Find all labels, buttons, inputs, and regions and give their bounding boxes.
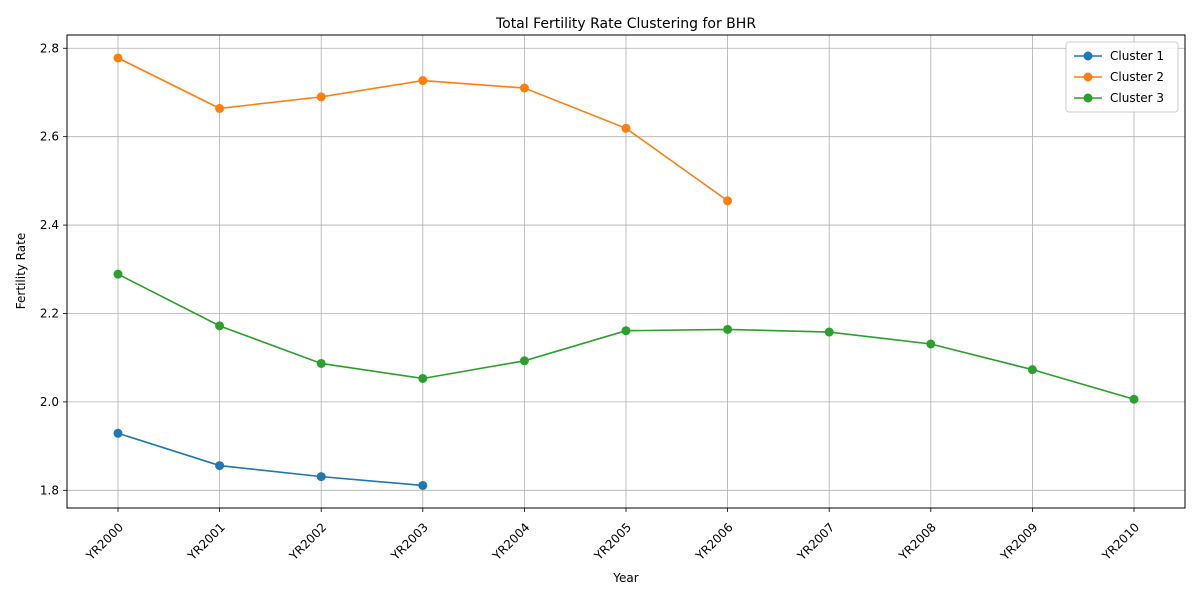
data-point [113, 428, 123, 438]
y-tick-label: 2.2 [40, 306, 59, 320]
legend-label: Cluster 1 [1110, 49, 1164, 63]
data-point [316, 92, 326, 102]
data-point [418, 76, 428, 86]
series-3 [113, 269, 1139, 404]
data-point [215, 103, 225, 113]
legend-marker [1083, 72, 1093, 82]
series-1 [113, 428, 428, 490]
y-tick-label: 1.8 [40, 483, 59, 497]
data-point [113, 53, 123, 63]
y-tick-label: 2.0 [40, 395, 59, 409]
y-tick-label: 2.4 [40, 218, 59, 232]
legend-item: Cluster 2 [1074, 70, 1164, 84]
data-point [418, 480, 428, 490]
legend-box [1065, 41, 1179, 113]
data-point [519, 83, 529, 93]
y-axis: 1.8 2.0 2.2 2.4 2.6 2.8 [40, 41, 67, 497]
data-point [316, 358, 326, 368]
data-point [723, 324, 733, 334]
data-point [113, 269, 123, 279]
data-point [215, 321, 225, 331]
legend-item: Cluster 3 [1074, 91, 1164, 105]
legend-label: Cluster 2 [1110, 70, 1164, 84]
data-point [519, 356, 529, 366]
series-2 [113, 53, 733, 206]
y-tick-label: 2.6 [40, 130, 59, 144]
grid-lines [67, 35, 1185, 508]
legend-label: Cluster 3 [1110, 91, 1164, 105]
data-point [1027, 365, 1037, 375]
data-point [621, 326, 631, 336]
y-axis-title: Fertility Rate [14, 233, 28, 309]
series-line [117, 432, 423, 487]
data-point [215, 461, 225, 471]
data-point [418, 373, 428, 383]
data-point [824, 327, 834, 337]
data-point [1129, 394, 1139, 404]
data-point [621, 123, 631, 133]
chart-title: Total Fertility Rate Clustering for BHR [495, 16, 756, 32]
x-axis-title: Year [612, 571, 638, 585]
legend-marker [1083, 93, 1093, 103]
legend-item: Cluster 1 [1074, 49, 1164, 63]
y-tick-label: 2.8 [40, 41, 59, 55]
data-point [723, 196, 733, 206]
data-point [926, 339, 936, 349]
series-group [113, 53, 1139, 490]
data-point [316, 472, 326, 482]
legend: Cluster 1 Cluster 2 Cluster 3 [1065, 41, 1179, 113]
legend-marker [1083, 51, 1093, 61]
